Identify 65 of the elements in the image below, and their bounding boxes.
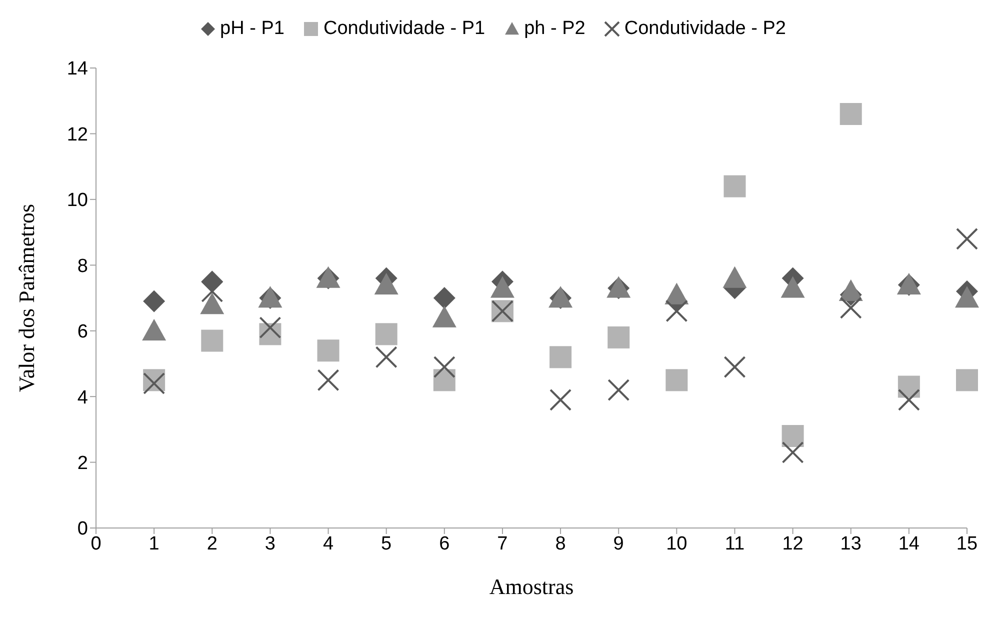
x-tick-label: 15	[956, 533, 978, 554]
point	[374, 272, 398, 294]
x-tick-label: 8	[555, 533, 566, 554]
legend-label: pH - P1	[220, 18, 284, 40]
point	[666, 369, 688, 392]
y-tick-label: 2	[77, 453, 88, 474]
legend-label: Condutividade - P1	[323, 18, 486, 40]
x-tick-label: 12	[782, 533, 804, 554]
x-tick-label: 6	[439, 533, 450, 554]
point	[490, 276, 514, 298]
x-tick-label: 3	[264, 533, 276, 554]
y-tick-label: 8	[77, 256, 88, 277]
point	[433, 369, 456, 392]
y-axis-title: Valor dos Parâmetros	[14, 204, 39, 392]
x-tick-label: 11	[724, 533, 745, 554]
point	[433, 287, 456, 309]
point	[201, 280, 224, 302]
point	[956, 369, 978, 392]
x-tick-label: 2	[206, 533, 218, 554]
point	[375, 346, 398, 368]
point	[780, 276, 805, 298]
point	[317, 369, 340, 392]
x-tick-label: 9	[613, 533, 624, 554]
x-tick-label: 10	[666, 533, 688, 554]
point	[782, 441, 804, 464]
point	[201, 330, 224, 352]
point	[433, 356, 456, 378]
point	[782, 425, 804, 447]
point	[722, 266, 747, 288]
point	[898, 376, 920, 398]
y-tick-label: 4	[77, 387, 88, 408]
y-tick-label: 10	[66, 190, 88, 212]
point	[724, 175, 746, 198]
legend-label: ph - P2	[524, 18, 586, 40]
point	[142, 318, 166, 340]
point	[550, 388, 572, 411]
point	[608, 326, 630, 348]
x-tick-label: 14	[898, 533, 920, 554]
legend-label: Condutividade - P2	[624, 18, 786, 40]
point	[608, 379, 630, 401]
x-tick-label: 4	[322, 533, 334, 554]
y-tick-label: 6	[77, 322, 88, 343]
y-tick-label: 0	[77, 518, 88, 540]
x-tick-label: 5	[381, 533, 392, 554]
point	[550, 346, 572, 368]
point	[200, 292, 224, 314]
point	[838, 279, 863, 302]
x-tick-label: 7	[497, 533, 508, 554]
point	[317, 340, 340, 362]
point	[432, 306, 456, 328]
point	[955, 286, 979, 308]
y-tick-label: 14	[66, 58, 88, 80]
x-tick-label: 13	[840, 533, 862, 554]
point	[956, 228, 978, 250]
y-tick-label: 12	[66, 124, 88, 146]
point	[143, 290, 166, 312]
point	[840, 103, 862, 125]
x-tick-label: 1	[148, 533, 160, 554]
point	[375, 323, 398, 346]
point	[259, 316, 282, 339]
x-tick-label: 0	[90, 533, 102, 554]
point	[898, 388, 920, 411]
point	[724, 356, 746, 378]
x-axis-title: Amostras	[489, 574, 574, 599]
point	[840, 296, 862, 319]
